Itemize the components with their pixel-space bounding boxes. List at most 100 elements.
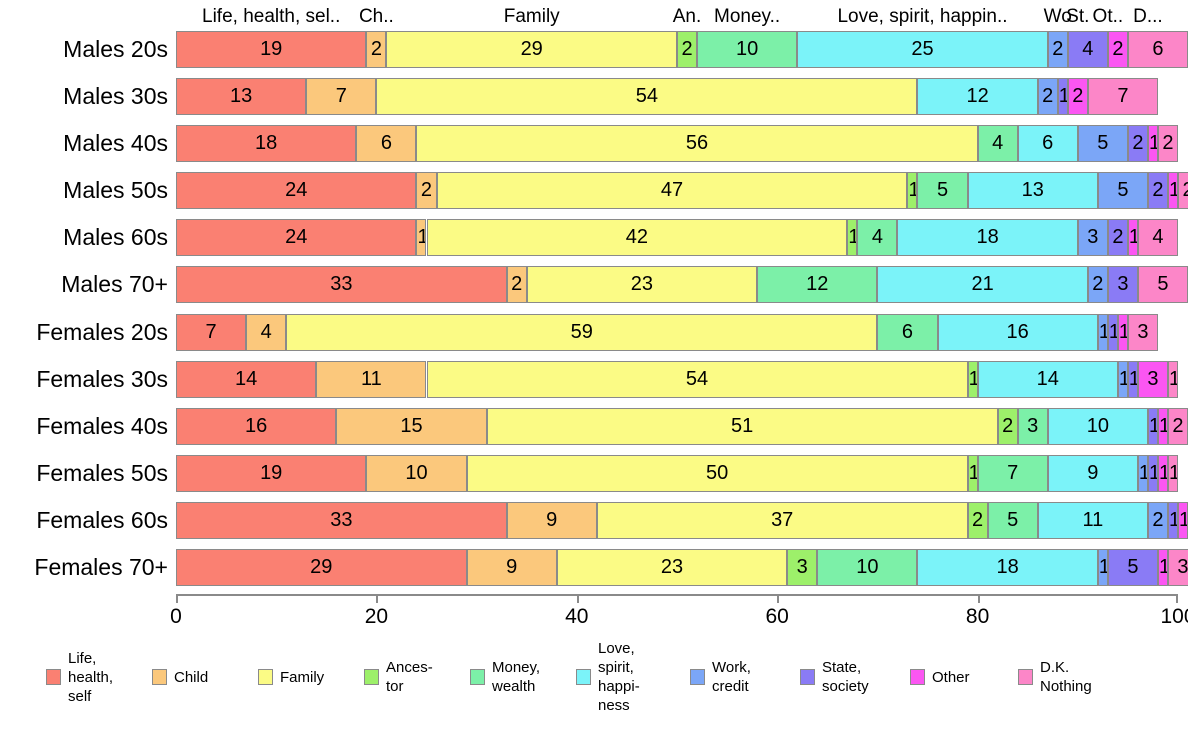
bar-segment[interactable]: 2: [1107, 31, 1128, 68]
bar-segment[interactable]: 1: [1127, 361, 1138, 398]
bar-segment[interactable]: 29: [176, 549, 467, 586]
bar-segment[interactable]: 2: [1087, 266, 1108, 303]
bar-segment[interactable]: 12: [917, 78, 1038, 115]
bar-segment[interactable]: 7: [1087, 78, 1158, 115]
bar-segment[interactable]: 2: [1047, 31, 1068, 68]
bar-segment[interactable]: 5: [987, 502, 1038, 539]
bar-segment[interactable]: 21: [877, 266, 1088, 303]
bar-segment[interactable]: 1: [1167, 172, 1178, 209]
bar-segment[interactable]: 2: [677, 31, 698, 68]
bar-segment[interactable]: 1: [967, 361, 978, 398]
bar-segment[interactable]: 7: [176, 314, 247, 351]
bar-segment[interactable]: 13: [967, 172, 1098, 209]
bar-segment[interactable]: 2: [1037, 78, 1058, 115]
bar-segment[interactable]: 9: [1047, 455, 1138, 492]
bar-segment[interactable]: 1: [1157, 408, 1168, 445]
bar-segment[interactable]: 4: [977, 125, 1018, 162]
bar-segment[interactable]: 1: [967, 455, 978, 492]
bar-segment[interactable]: 10: [697, 31, 798, 68]
bar-segment[interactable]: 1: [1167, 502, 1178, 539]
bar-segment[interactable]: 5: [1107, 549, 1158, 586]
bar-segment[interactable]: 2: [1147, 502, 1168, 539]
bar-segment[interactable]: 2: [997, 408, 1018, 445]
bar-segment[interactable]: 2: [506, 266, 527, 303]
bar-segment[interactable]: 1: [1097, 549, 1108, 586]
bar-segment[interactable]: 13: [176, 78, 307, 115]
bar-segment[interactable]: 23: [556, 549, 788, 586]
bar-segment[interactable]: 1: [1157, 455, 1168, 492]
bar-segment[interactable]: 51: [486, 408, 998, 445]
bar-segment[interactable]: 5: [1077, 125, 1128, 162]
bar-segment[interactable]: 56: [416, 125, 978, 162]
bar-segment[interactable]: 2: [1127, 125, 1148, 162]
bar-segment[interactable]: 4: [246, 314, 287, 351]
bar-segment[interactable]: 3: [1167, 549, 1188, 586]
bar-segment[interactable]: 3: [787, 549, 818, 586]
bar-segment[interactable]: 7: [306, 78, 377, 115]
bar-segment[interactable]: 2: [416, 172, 437, 209]
bar-segment[interactable]: 18: [897, 219, 1078, 256]
bar-segment[interactable]: 5: [917, 172, 968, 209]
bar-segment[interactable]: 3: [1107, 266, 1138, 303]
bar-segment[interactable]: 1: [1157, 549, 1168, 586]
bar-segment[interactable]: 11: [1037, 502, 1148, 539]
bar-segment[interactable]: 47: [436, 172, 908, 209]
bar-segment[interactable]: 4: [857, 219, 898, 256]
bar-segment[interactable]: 18: [917, 549, 1098, 586]
bar-segment[interactable]: 25: [797, 31, 1048, 68]
bar-segment[interactable]: 1: [1107, 314, 1118, 351]
bar-segment[interactable]: 19: [176, 455, 367, 492]
bar-segment[interactable]: 16: [937, 314, 1098, 351]
bar-segment[interactable]: 1: [1057, 78, 1068, 115]
bar-segment[interactable]: 18: [176, 125, 357, 162]
bar-segment[interactable]: 2: [1067, 78, 1088, 115]
bar-segment[interactable]: 59: [286, 314, 878, 351]
bar-segment[interactable]: 19: [176, 31, 367, 68]
bar-segment[interactable]: 2: [366, 31, 387, 68]
bar-segment[interactable]: 1: [1097, 314, 1108, 351]
bar-segment[interactable]: 15: [336, 408, 487, 445]
bar-segment[interactable]: 14: [977, 361, 1118, 398]
bar-segment[interactable]: 6: [877, 314, 938, 351]
bar-segment[interactable]: 2: [1167, 408, 1188, 445]
bar-segment[interactable]: 1: [1137, 455, 1148, 492]
bar-segment[interactable]: 1: [847, 219, 858, 256]
bar-segment[interactable]: 50: [466, 455, 968, 492]
bar-segment[interactable]: 10: [817, 549, 918, 586]
bar-segment[interactable]: 1: [1147, 455, 1158, 492]
bar-segment[interactable]: 1: [416, 219, 427, 256]
bar-segment[interactable]: 10: [366, 455, 467, 492]
bar-segment[interactable]: 5: [1097, 172, 1148, 209]
bar-segment[interactable]: 42: [426, 219, 848, 256]
bar-segment[interactable]: 1: [1117, 361, 1128, 398]
bar-segment[interactable]: 1: [1147, 408, 1158, 445]
bar-segment[interactable]: 11: [316, 361, 427, 398]
bar-segment[interactable]: 16: [176, 408, 337, 445]
bar-segment[interactable]: 54: [426, 361, 968, 398]
bar-segment[interactable]: 2: [1147, 172, 1168, 209]
bar-segment[interactable]: 6: [1127, 31, 1188, 68]
bar-segment[interactable]: 1: [1127, 219, 1138, 256]
bar-segment[interactable]: 2: [1157, 125, 1178, 162]
bar-segment[interactable]: 4: [1137, 219, 1178, 256]
bar-segment[interactable]: 1: [1117, 314, 1128, 351]
bar-segment[interactable]: 1: [1167, 455, 1178, 492]
bar-segment[interactable]: 6: [356, 125, 417, 162]
bar-segment[interactable]: 29: [386, 31, 677, 68]
bar-segment[interactable]: 1: [1167, 361, 1178, 398]
bar-segment[interactable]: 3: [1127, 314, 1158, 351]
bar-segment[interactable]: 2: [1178, 172, 1188, 209]
bar-segment[interactable]: 7: [977, 455, 1048, 492]
bar-segment[interactable]: 2: [1107, 219, 1128, 256]
bar-segment[interactable]: 1: [1178, 502, 1188, 539]
bar-segment[interactable]: 24: [176, 172, 417, 209]
bar-segment[interactable]: 3: [1137, 361, 1168, 398]
bar-segment[interactable]: 6: [1017, 125, 1078, 162]
bar-segment[interactable]: 14: [176, 361, 317, 398]
bar-segment[interactable]: 9: [466, 549, 557, 586]
bar-segment[interactable]: 4: [1067, 31, 1108, 68]
bar-segment[interactable]: 9: [506, 502, 597, 539]
bar-segment[interactable]: 54: [376, 78, 918, 115]
bar-segment[interactable]: 5: [1137, 266, 1188, 303]
bar-segment[interactable]: 3: [1077, 219, 1108, 256]
